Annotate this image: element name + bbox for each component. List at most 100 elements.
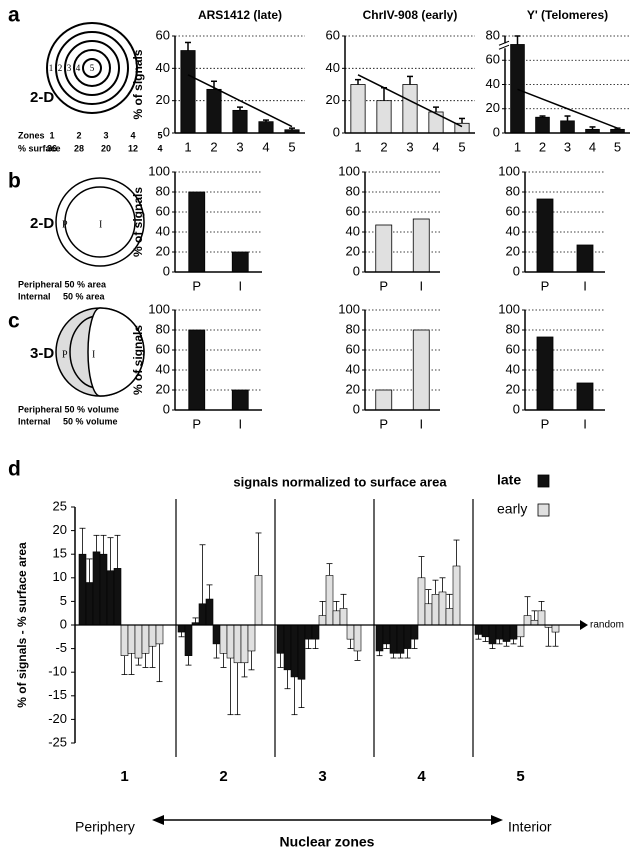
bar xyxy=(177,624,186,633)
x-right-label: Interior xyxy=(508,819,552,835)
bar xyxy=(141,624,150,654)
y-tick-label: 60 xyxy=(486,52,500,67)
bar xyxy=(332,610,341,626)
x-axis-label: Nuclear zones xyxy=(280,834,375,850)
x-tick-label: P xyxy=(192,278,201,293)
bar xyxy=(304,624,313,640)
y-tick-label: 0 xyxy=(513,401,520,416)
bar xyxy=(396,624,405,654)
bar xyxy=(184,624,193,656)
bar xyxy=(346,624,355,640)
x-tick-label: 5 xyxy=(458,139,465,154)
bar xyxy=(474,624,483,635)
x-tick-label: P xyxy=(541,278,550,293)
surface-number: 20 xyxy=(101,143,111,153)
axis-break xyxy=(498,40,510,46)
y-tick-label: 80 xyxy=(156,183,170,198)
diagram-note: Peripheral 50 % volume xyxy=(18,404,119,414)
y-tick-label: 5 xyxy=(60,593,67,608)
bar xyxy=(516,624,525,638)
y-tick-label: 40 xyxy=(506,361,520,376)
diagram-dim: 3-D xyxy=(30,345,54,362)
diagram-i: I xyxy=(92,349,95,360)
bar xyxy=(445,608,454,626)
axis-break xyxy=(498,44,510,50)
y-tick-label: 60 xyxy=(346,341,360,356)
y-axis-label: % of signals xyxy=(131,325,145,395)
bar xyxy=(297,624,306,680)
bar xyxy=(99,553,108,626)
x-tick-label: I xyxy=(238,278,242,293)
y-tick-label: 40 xyxy=(346,223,360,238)
arrow-head xyxy=(152,815,164,825)
y-tick-label: 25 xyxy=(53,498,67,513)
bar xyxy=(233,624,242,664)
x-tick-label: I xyxy=(238,416,242,431)
diagram-p: P xyxy=(62,219,68,230)
y-tick-label: 80 xyxy=(346,183,360,198)
diagram-a xyxy=(46,22,138,114)
x-tick-label: P xyxy=(192,416,201,431)
bar xyxy=(403,624,412,649)
bar xyxy=(551,624,560,633)
panel-label: b xyxy=(8,170,21,193)
axis-break xyxy=(500,43,510,49)
bar xyxy=(488,624,497,645)
bar xyxy=(113,568,122,626)
bar xyxy=(180,50,196,134)
surface-number: 36 xyxy=(47,143,57,153)
y-tick-label: 0 xyxy=(163,124,170,139)
x-tick-label: 4 xyxy=(417,768,426,785)
chart-title: ARS1412 (late) xyxy=(198,8,282,22)
bar xyxy=(85,582,94,626)
surface-number: 4 xyxy=(157,143,162,153)
y-tick-label: 0 xyxy=(493,124,500,139)
panel-label: d xyxy=(8,458,21,481)
bar xyxy=(536,336,554,411)
y-tick-label: 100 xyxy=(498,163,520,178)
bar xyxy=(535,116,550,134)
chart-title: Y' (Telomeres) xyxy=(527,8,608,22)
y-tick-label: 40 xyxy=(156,361,170,376)
ring-label: 3 xyxy=(67,63,72,73)
y-tick-label: 60 xyxy=(156,27,170,42)
ring-label: 1 xyxy=(49,63,54,73)
ring-label: 5 xyxy=(90,63,95,73)
y-tick-label: 0 xyxy=(353,401,360,416)
bar xyxy=(576,244,594,273)
y-tick-label: 60 xyxy=(506,203,520,218)
y-tick-label: 20 xyxy=(506,381,520,396)
bar xyxy=(205,598,214,626)
bar xyxy=(389,624,398,654)
zero-arrow xyxy=(580,620,588,630)
x-tick-label: 3 xyxy=(564,139,571,154)
zone-number: 4 xyxy=(130,130,135,140)
bar xyxy=(240,624,249,664)
x-tick-label: 2 xyxy=(380,139,387,154)
bar xyxy=(231,389,249,411)
x-tick-label: P xyxy=(541,416,550,431)
x-tick-label: 4 xyxy=(262,139,269,154)
x-tick-label: 5 xyxy=(288,139,295,154)
y-tick-label: 40 xyxy=(346,361,360,376)
diagram-note: Internal 50 % area xyxy=(18,291,106,301)
bar xyxy=(120,624,129,656)
bar xyxy=(495,624,504,640)
bar xyxy=(417,577,426,626)
surface-number: 28 xyxy=(74,143,84,153)
legend-swatch xyxy=(537,474,550,488)
y-tick-label: 20 xyxy=(506,243,520,258)
x-tick-label: 5 xyxy=(516,768,524,785)
y-tick-label: 60 xyxy=(156,203,170,218)
bar xyxy=(536,198,554,273)
bar xyxy=(232,109,248,134)
bar xyxy=(412,329,430,411)
y-tick-label: 10 xyxy=(53,569,67,584)
trend-line xyxy=(357,74,463,128)
y-tick-label: 60 xyxy=(326,27,340,42)
y-tick-label: 20 xyxy=(156,381,170,396)
bar xyxy=(431,594,440,626)
y-tick-label: 100 xyxy=(338,163,360,178)
x-tick-label: 1 xyxy=(184,139,191,154)
y-axis-label: % of signals xyxy=(131,187,145,257)
